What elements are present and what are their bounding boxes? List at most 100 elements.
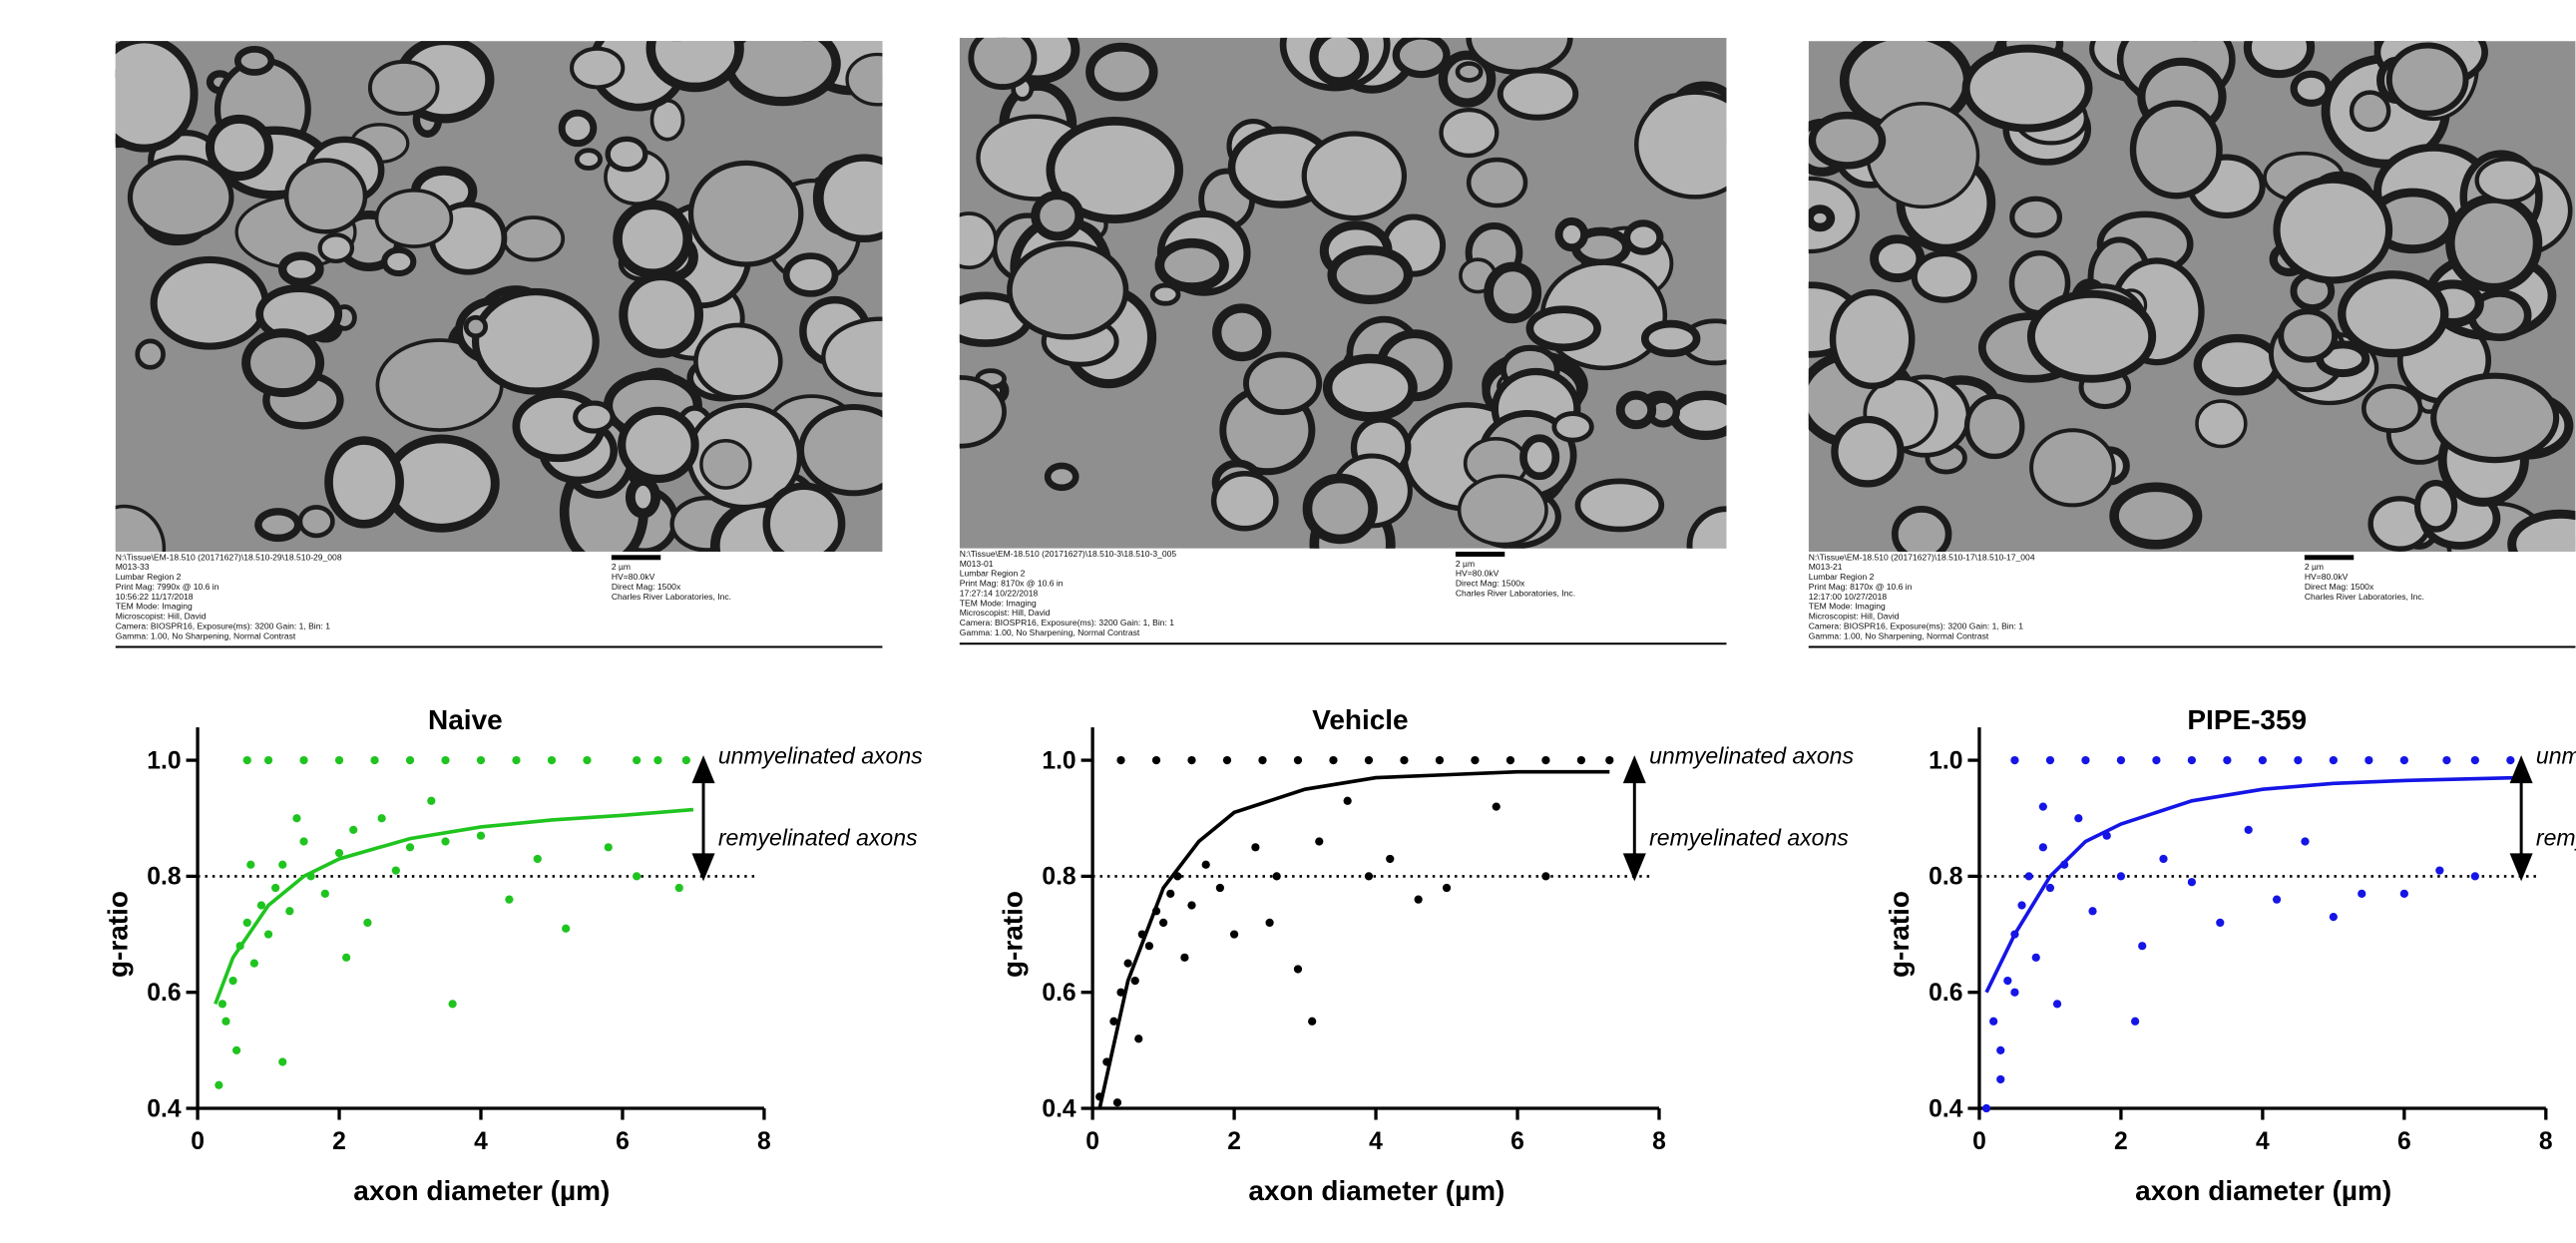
arrow-head	[1622, 755, 1646, 784]
caption-line: Microscopist: Hill, David	[116, 612, 207, 622]
x-tick-label: 4	[2256, 1128, 2270, 1155]
data-point	[2216, 918, 2225, 928]
axon	[1686, 506, 1727, 549]
data-point	[2038, 843, 2047, 852]
axon	[619, 271, 704, 358]
axon	[1031, 191, 1084, 241]
x-tick-label: 6	[616, 1128, 630, 1155]
data-point	[2435, 866, 2444, 875]
data-point	[1329, 755, 1338, 765]
axon	[570, 46, 626, 90]
y-tick-label: 0.4	[1042, 1095, 1076, 1122]
axon	[1210, 470, 1279, 532]
data-point	[334, 849, 344, 858]
x-tick-label: 2	[332, 1128, 346, 1155]
x-tick-label: 0	[191, 1128, 205, 1155]
axon	[574, 148, 603, 171]
caption-line: Lumbar Region 2	[116, 572, 182, 582]
axon	[1634, 90, 1727, 200]
data-point	[1123, 959, 1132, 968]
data-point	[1112, 1098, 1122, 1107]
data-point	[2244, 825, 2253, 834]
data-point	[1151, 755, 1161, 765]
annotation: unmyelinated axons	[1649, 742, 1854, 768]
data-point	[349, 825, 358, 834]
axon	[241, 328, 325, 398]
arrow-head	[691, 853, 715, 882]
data-point	[221, 1017, 230, 1026]
micrograph	[115, 41, 883, 553]
x-tick-label: 2	[1227, 1128, 1241, 1155]
data-point	[1215, 883, 1225, 893]
data-point	[2399, 755, 2408, 765]
axon	[2413, 480, 2458, 533]
caption-line: Camera: BIOSPR16, Exposure(ms): 3200 Gai…	[1809, 621, 2023, 630]
arrow-head	[691, 755, 715, 784]
fit-curve	[214, 807, 694, 1005]
caption-line: HV=80.0kV	[612, 572, 655, 582]
axon	[127, 155, 234, 240]
x-tick-label: 0	[1085, 1128, 1099, 1155]
axon	[1911, 249, 1977, 303]
axon	[115, 41, 199, 153]
data-point	[263, 930, 273, 939]
axon	[1085, 42, 1158, 102]
data-point	[2017, 901, 2026, 910]
caption-line: Charles River Laboratories, Inc.	[2305, 592, 2424, 602]
x-tick-label: 8	[757, 1128, 771, 1155]
axon	[1455, 61, 1484, 83]
data-point	[2081, 755, 2090, 765]
data-point	[391, 866, 400, 875]
data-point	[2364, 755, 2373, 765]
axon	[115, 504, 167, 553]
data-point	[2272, 895, 2282, 904]
axon	[1301, 131, 1408, 221]
axon	[699, 439, 752, 490]
data-point	[215, 1080, 223, 1089]
data-point	[2301, 837, 2310, 846]
caption-line: Camera: BIOSPR16, Exposure(ms): 3200 Gai…	[116, 621, 330, 630]
axon	[381, 246, 417, 277]
arrow-head	[1622, 853, 1646, 882]
data-point	[1229, 930, 1239, 939]
axon	[605, 136, 648, 173]
data-point	[405, 843, 415, 852]
data-point	[299, 837, 308, 846]
axon	[1866, 102, 1980, 209]
data-point	[2159, 854, 2168, 864]
axon	[374, 189, 454, 248]
x-axis-label: axon diameter (µm)	[2135, 1175, 2391, 1206]
caption-line: Direct Mag: 1500x	[1456, 579, 1525, 589]
axon	[1891, 506, 1952, 553]
data-point	[1400, 755, 1409, 765]
data-point	[1364, 872, 1374, 881]
axon	[1327, 245, 1414, 305]
axon	[573, 400, 616, 434]
y-tick-label: 0.4	[147, 1095, 182, 1122]
axon	[693, 322, 783, 400]
arrow-head	[2509, 755, 2533, 784]
chart-title: PIPE-359	[2187, 704, 2307, 735]
axon	[959, 211, 998, 269]
axon	[1554, 216, 1589, 252]
axon	[2243, 41, 2316, 79]
data-point	[278, 860, 287, 869]
data-point	[263, 755, 273, 765]
data-point	[1134, 1035, 1143, 1043]
caption-line: 2 µm	[612, 562, 631, 572]
x-tick-label: 8	[1652, 1128, 1666, 1155]
data-point	[1386, 854, 1395, 864]
data-point	[1492, 802, 1501, 811]
caption-line: 2 µm	[2305, 562, 2324, 572]
axon	[317, 232, 355, 264]
caption-line: Microscopist: Hill, David	[960, 608, 1051, 618]
data-point	[1996, 1074, 2005, 1084]
axon	[1519, 434, 1560, 481]
data-point	[441, 755, 450, 765]
axon	[1574, 478, 1665, 533]
data-point	[2187, 878, 2197, 887]
data-point	[292, 814, 301, 823]
caption-line: 10:56:22 11/17/2018	[116, 592, 194, 602]
axon	[762, 482, 846, 553]
scale-bar	[2304, 555, 2355, 561]
